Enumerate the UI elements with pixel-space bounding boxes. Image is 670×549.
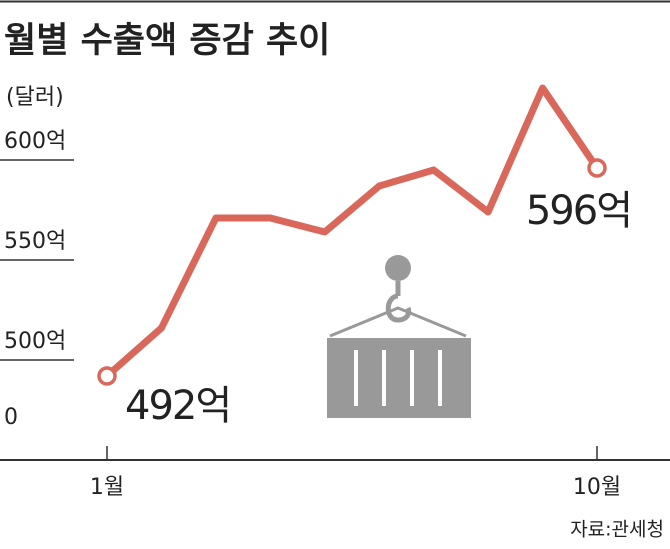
line [104, 84, 600, 379]
value-label: 492억 [125, 383, 230, 429]
y-tick-label: 550억 [4, 229, 66, 254]
y-axis-label: (달러) [6, 85, 64, 110]
value-label: 596억 [526, 188, 631, 234]
y-tick-label: 600억 [4, 129, 66, 154]
x-tick-label: 1월 [90, 475, 124, 500]
y-tick-label: 0 [4, 405, 18, 430]
end-marker [97, 366, 117, 386]
chart-title: 월별 수출액 증감 추이 [4, 21, 330, 61]
x-tick-label: 10월 [573, 475, 621, 500]
container-icon [327, 255, 471, 418]
y-tick-label: 500억 [4, 329, 66, 354]
source: 자료:관세청 [570, 519, 664, 541]
end-marker [587, 158, 607, 178]
